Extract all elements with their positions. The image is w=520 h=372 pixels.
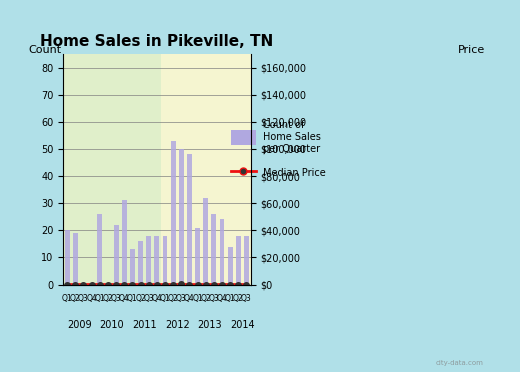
Bar xyxy=(154,236,159,285)
Bar xyxy=(138,241,143,285)
Text: 2014: 2014 xyxy=(230,320,255,330)
Bar xyxy=(97,214,102,285)
Bar xyxy=(244,236,249,285)
Text: Price: Price xyxy=(458,45,485,55)
Bar xyxy=(113,225,119,285)
Text: 2012: 2012 xyxy=(165,320,190,330)
Bar xyxy=(171,141,176,285)
Bar xyxy=(122,201,127,285)
Text: Count: Count xyxy=(29,45,62,55)
Bar xyxy=(187,154,192,285)
Legend: Count of
Home Sales
per Quarter, Median Price: Count of Home Sales per Quarter, Median … xyxy=(227,116,330,184)
Bar xyxy=(219,219,225,285)
Bar xyxy=(236,236,241,285)
Bar xyxy=(73,233,78,285)
Bar xyxy=(130,249,135,285)
Text: 2011: 2011 xyxy=(132,320,157,330)
Title: Home Sales in Pikeville, TN: Home Sales in Pikeville, TN xyxy=(40,33,274,49)
Bar xyxy=(203,198,208,285)
Bar xyxy=(179,149,184,285)
Text: 2013: 2013 xyxy=(198,320,222,330)
Bar xyxy=(146,236,151,285)
Bar xyxy=(228,247,232,285)
Bar xyxy=(163,236,167,285)
Bar xyxy=(195,228,200,285)
Bar xyxy=(63,54,251,285)
Text: 2009: 2009 xyxy=(67,320,92,330)
Bar xyxy=(63,54,161,285)
Bar xyxy=(64,230,70,285)
Text: city-data.com: city-data.com xyxy=(436,360,484,366)
Text: 2010: 2010 xyxy=(100,320,124,330)
Bar xyxy=(212,214,216,285)
